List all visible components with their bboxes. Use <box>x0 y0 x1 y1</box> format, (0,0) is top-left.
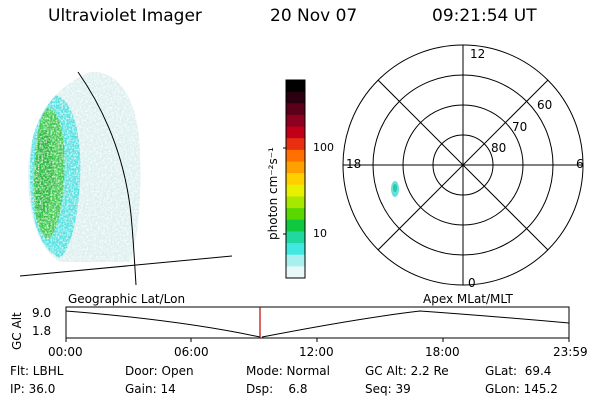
time-tick-0600: 06:00 <box>174 345 209 359</box>
colorbar-swatch <box>286 173 305 186</box>
latitude-line <box>19 255 233 277</box>
time-label: 09:21:54 UT <box>432 6 537 26</box>
mlt-18-label: 18 <box>346 157 362 171</box>
time-tick-2359: 23:59 <box>553 345 588 359</box>
colorbar-swatch <box>286 219 305 233</box>
colorbar-swatch <box>286 91 305 104</box>
colorbar-swatch <box>286 196 305 209</box>
status-ip: IP: 36.0 <box>10 382 56 396</box>
colorbar-tick-100: 100 <box>313 141 334 154</box>
colorbar-swatch <box>286 243 305 256</box>
auroral-image <box>28 71 141 262</box>
status-glon: GLon: 145.2 <box>485 382 558 396</box>
time-tick-1200: 12:00 <box>299 345 334 359</box>
app-title: Ultraviolet Imager <box>48 6 202 26</box>
lat-80-label: 80 <box>491 141 507 155</box>
apex-coords-label: Apex MLat/MLT <box>423 292 513 306</box>
status-filter: Flt: LBHL <box>10 364 64 378</box>
colorbar-tick-10: 10 <box>313 227 327 240</box>
time-tick-0000: 00:00 <box>48 345 83 359</box>
colorbar-swatch <box>286 161 305 174</box>
colorbar-swatch <box>286 114 305 128</box>
colorbar-swatch <box>286 126 305 139</box>
status-mode: Mode: Normal <box>246 364 330 378</box>
colorbar-swatch <box>286 149 305 163</box>
status-door: Door: Open <box>125 364 194 378</box>
colorbar-swatch <box>286 266 305 279</box>
colorbar-swatch <box>286 138 305 151</box>
timeline-y-bottom: 1.8 <box>32 324 52 338</box>
date-label: 20 Nov 07 <box>270 6 358 26</box>
geographic-coords-label: Geographic Lat/Lon <box>68 292 186 306</box>
mlt-0-label: 0 <box>468 276 476 290</box>
colorbar-swatch <box>286 208 305 221</box>
timeline-y-axis-label: GC Alt <box>10 312 24 350</box>
lat-70-label: 70 <box>512 120 528 134</box>
status-dsp: Dsp: 6.8 <box>246 382 308 396</box>
colorbar-swatch <box>286 80 305 93</box>
colorbar-swatch <box>286 184 305 198</box>
status-gain: Gain: 14 <box>125 382 176 396</box>
time-tick-1800: 18:00 <box>425 345 460 359</box>
colorbar-swatch <box>286 231 305 244</box>
mlt-12-label: 12 <box>470 47 486 61</box>
status-glat: GLat: 69.4 <box>485 364 552 378</box>
colorbar-swatches <box>286 80 305 279</box>
status-gc-alt: GC Alt: 2.2 Re <box>365 364 449 378</box>
mlt-6-label: 6 <box>576 157 584 171</box>
timeline-y-top: 9.0 <box>32 306 52 320</box>
colorbar-swatch <box>286 254 305 267</box>
status-seq: Seq: 39 <box>365 382 411 396</box>
colorbar-swatch <box>286 103 305 116</box>
lat-60-label: 60 <box>537 98 553 112</box>
